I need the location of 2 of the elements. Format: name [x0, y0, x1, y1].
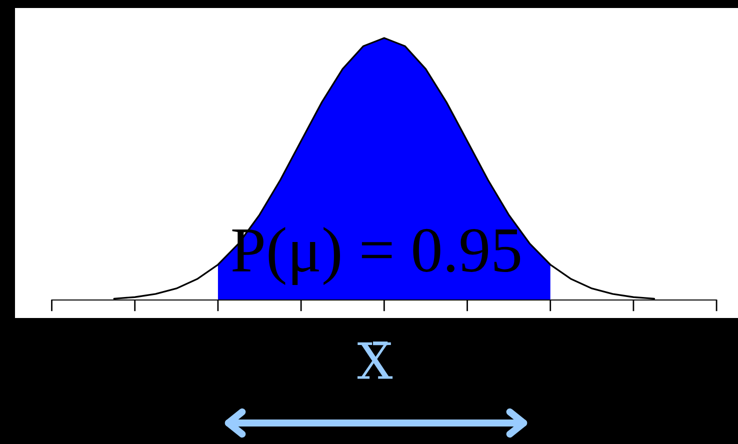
annotation: P(μ) = 0.95	[232, 227, 520, 285]
x-axis-title: X̄	[358, 342, 393, 379]
